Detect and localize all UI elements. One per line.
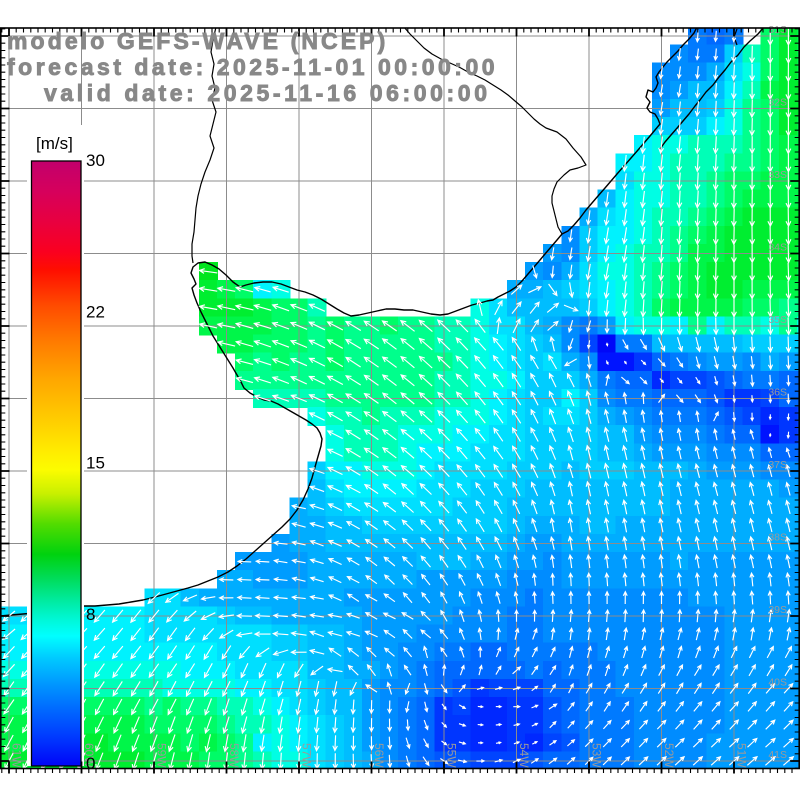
svg-text:38S: 38S (768, 532, 787, 544)
svg-text:forecast date: 2025-11-01 00:0: forecast date: 2025-11-01 00:00:00 (7, 54, 498, 80)
svg-text:8: 8 (86, 605, 95, 624)
svg-text:61W: 61W (10, 743, 24, 768)
svg-text:56W: 56W (372, 743, 386, 768)
svg-text:37S: 37S (768, 459, 787, 471)
svg-text:52W: 52W (662, 743, 676, 768)
svg-text:53W: 53W (590, 743, 604, 768)
svg-text:54W: 54W (517, 743, 531, 768)
svg-text:15: 15 (86, 454, 105, 473)
svg-text:36S: 36S (768, 387, 787, 399)
svg-text:32S: 32S (768, 97, 787, 109)
svg-text:22: 22 (86, 302, 105, 321)
svg-text:0: 0 (86, 754, 95, 773)
svg-text:valid date: 2025-11-16 06:00:0: valid date: 2025-11-16 06:00:00 (44, 80, 491, 106)
svg-text:30: 30 (86, 151, 105, 170)
svg-text:55W: 55W (445, 743, 459, 768)
svg-text:modelo GEFS-WAVE (NCEP): modelo GEFS-WAVE (NCEP) (7, 28, 388, 54)
svg-text:34S: 34S (768, 242, 787, 254)
svg-text:33S: 33S (768, 169, 787, 181)
svg-text:60W: 60W (82, 743, 96, 768)
svg-text:39S: 39S (768, 604, 787, 616)
svg-text:40S: 40S (768, 677, 787, 689)
svg-text:35S: 35S (768, 314, 787, 326)
svg-text:[m/s]: [m/s] (36, 134, 73, 153)
svg-text:41S: 41S (768, 749, 787, 761)
svg-text:59W: 59W (155, 743, 169, 768)
svg-text:58W: 58W (227, 743, 241, 768)
svg-text:51W: 51W (735, 743, 749, 768)
svg-text:57W: 57W (300, 743, 314, 768)
